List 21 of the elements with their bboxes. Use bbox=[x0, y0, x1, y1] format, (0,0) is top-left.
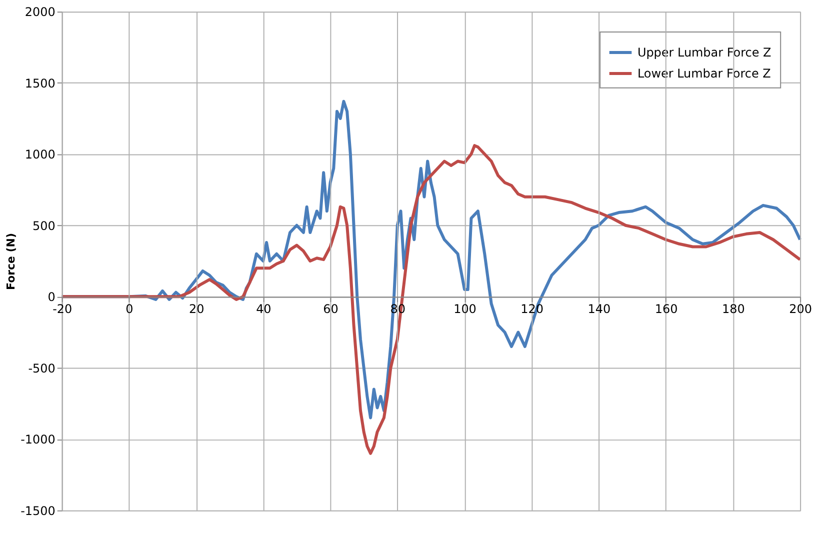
y-tick-label: 0 bbox=[48, 290, 56, 304]
y-tick-label: 1500 bbox=[24, 76, 56, 90]
y-tick-label: 1000 bbox=[24, 148, 56, 162]
x-tick-label: 180 bbox=[722, 302, 745, 316]
y-tick-label: -1000 bbox=[20, 432, 56, 447]
y-tick-label: 500 bbox=[32, 218, 56, 233]
x-tick-label: 60 bbox=[323, 302, 338, 316]
y-tick-label: -500 bbox=[28, 361, 56, 376]
x-tick-label: -20 bbox=[52, 302, 72, 316]
x-tick-label: 20 bbox=[188, 302, 204, 316]
x-tick-label: 200 bbox=[789, 302, 812, 316]
y-tick-label: 2000 bbox=[24, 5, 56, 20]
legend-label: Upper Lumbar Force Z bbox=[637, 46, 772, 60]
y-tick-label: -1500 bbox=[20, 504, 56, 518]
x-tick-label: 160 bbox=[654, 302, 678, 316]
y-axis-title: Force (N) bbox=[4, 233, 18, 290]
legend-label: Lower Lumbar Force Z bbox=[637, 66, 771, 80]
x-tick-label: 0 bbox=[126, 302, 134, 316]
x-tick-label: 100 bbox=[454, 302, 476, 316]
x-tick-label: 140 bbox=[588, 302, 611, 316]
x-tick-label: 40 bbox=[256, 302, 272, 316]
